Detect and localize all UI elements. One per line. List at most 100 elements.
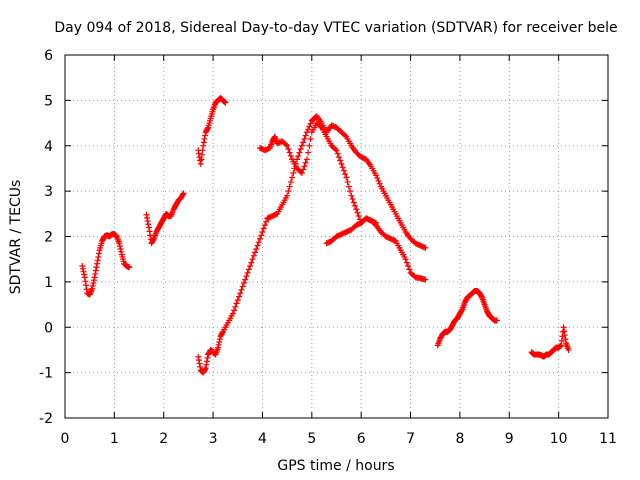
data-point — [247, 262, 254, 269]
gridlines — [65, 55, 608, 418]
data-point — [306, 142, 313, 149]
data-point — [234, 297, 241, 304]
data-point — [340, 167, 347, 174]
data-point — [202, 132, 209, 139]
y-tick-label: 6 — [44, 48, 53, 64]
data-point — [376, 180, 383, 187]
data-point — [558, 337, 565, 344]
data-point — [345, 183, 352, 190]
data-point — [95, 250, 102, 257]
data-point — [561, 328, 568, 335]
data-point — [306, 123, 313, 130]
data-point — [347, 188, 354, 195]
data-point — [231, 307, 238, 314]
data-point — [95, 253, 102, 260]
data-point — [197, 160, 204, 167]
data-point — [307, 135, 314, 142]
data-point — [284, 192, 291, 199]
data-point — [195, 150, 202, 157]
data-point — [89, 282, 96, 289]
x-tick-label: 8 — [455, 431, 464, 447]
data-point — [335, 154, 342, 161]
data-point — [301, 135, 308, 142]
data-point — [83, 286, 90, 293]
data-point — [374, 175, 381, 182]
data-point — [198, 156, 205, 163]
data-point — [458, 307, 465, 314]
data-point — [81, 274, 88, 281]
data-point — [145, 224, 152, 231]
x-tick-label: 9 — [505, 431, 514, 447]
data-point — [296, 149, 303, 156]
data-point — [301, 163, 308, 170]
data-point — [199, 147, 206, 154]
data-point — [405, 262, 412, 269]
data-point — [144, 214, 151, 221]
y-tick-label: 3 — [44, 184, 53, 200]
data-point — [242, 276, 249, 283]
data-point — [352, 202, 359, 209]
data-series-arc-f — [323, 215, 379, 247]
data-point — [333, 147, 340, 154]
data-point — [375, 177, 382, 184]
data-point — [285, 188, 292, 195]
data-point — [260, 225, 267, 232]
data-point — [317, 123, 324, 130]
data-point — [81, 271, 88, 278]
data-point — [198, 151, 205, 158]
data-point — [350, 199, 357, 206]
plot-frame — [64, 54, 609, 419]
x-tick-label: 4 — [258, 431, 267, 447]
data-point — [289, 174, 296, 181]
data-point — [90, 280, 97, 287]
data-point — [478, 293, 485, 300]
data-point — [197, 157, 204, 164]
data-point — [232, 303, 239, 310]
data-point — [349, 196, 356, 203]
x-tick-label: 11 — [599, 431, 617, 447]
data-point — [117, 245, 124, 252]
data-point — [203, 358, 210, 365]
data-point — [229, 310, 236, 317]
tick-labels: 0 1 2 3 4 5 6 7 8 9 10 11 -2 -1 0 1 2 3 4 5 6 — [39, 48, 617, 447]
data-series-arc-h — [528, 324, 572, 360]
data-point — [256, 235, 263, 242]
x-tick-label: 0 — [61, 431, 70, 447]
x-tick-label: 10 — [550, 431, 568, 447]
data-series-arc-d — [195, 113, 429, 376]
data-point — [92, 267, 99, 274]
data-point — [403, 259, 410, 266]
data-point — [237, 290, 244, 297]
x-tick-label: 2 — [159, 431, 168, 447]
data-point — [79, 265, 86, 272]
data-point — [200, 139, 207, 146]
data-point — [305, 149, 312, 156]
data-point — [215, 341, 222, 348]
chart-title: Day 094 of 2018, Sidereal Day-to-day VTE… — [54, 20, 617, 36]
data-series-arc-c — [195, 95, 229, 167]
data-point — [219, 329, 226, 336]
data-point — [263, 218, 270, 225]
data-point — [290, 169, 297, 176]
y-tick-label: 5 — [44, 93, 53, 109]
data-series-arc-a — [79, 231, 133, 298]
data-point — [354, 209, 361, 216]
data-point — [118, 248, 125, 255]
y-tick-label: 1 — [44, 275, 53, 291]
data-point — [402, 256, 409, 263]
data-point — [94, 260, 101, 267]
data-point — [561, 332, 568, 339]
data-point — [342, 171, 349, 178]
data-point — [91, 277, 98, 284]
data-point — [302, 159, 309, 166]
data-point — [243, 273, 250, 280]
data-point — [332, 146, 339, 153]
data-point — [248, 259, 255, 266]
y-tick-label: -1 — [39, 366, 53, 382]
x-tick-label: 7 — [406, 431, 415, 447]
data-point — [307, 120, 314, 127]
data-point — [255, 239, 262, 246]
y-tick-label: 0 — [44, 320, 53, 336]
